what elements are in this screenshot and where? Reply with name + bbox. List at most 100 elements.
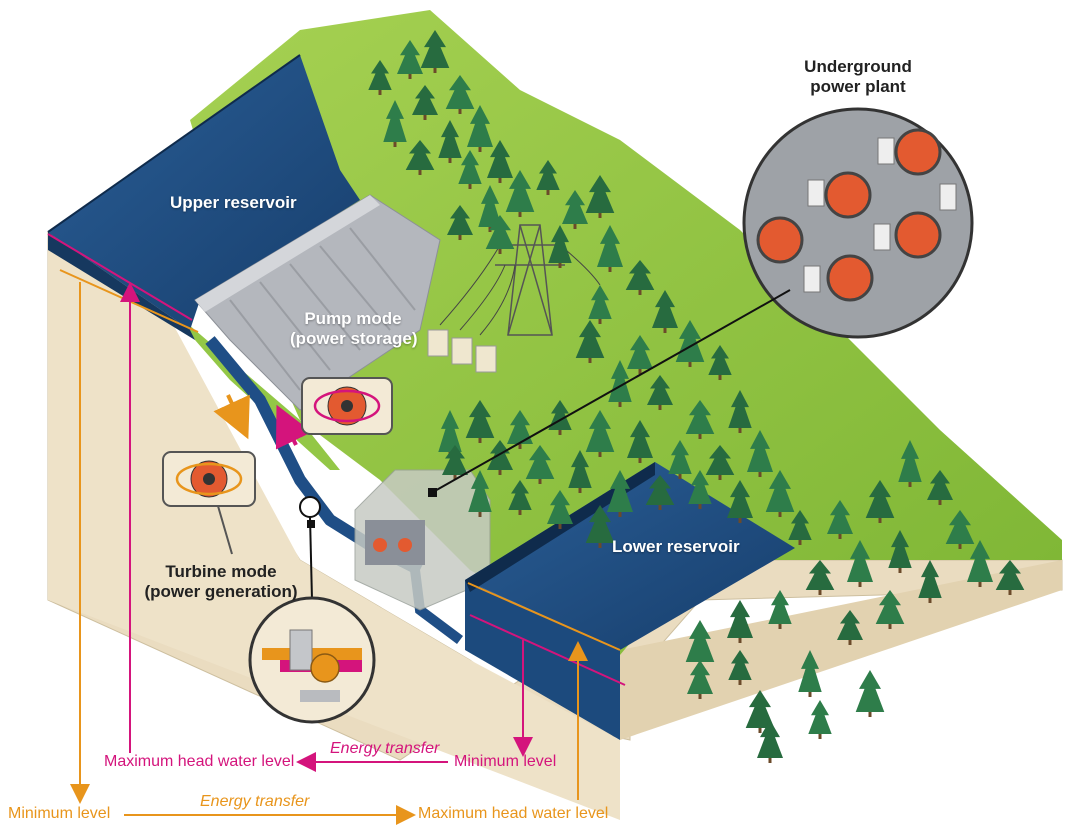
tree [468,470,492,512]
tree [397,40,423,74]
tree-trunk [546,190,550,195]
tree [420,30,450,68]
tree [945,510,975,544]
tree [757,720,783,758]
min-level-upper-label: Minimum level [8,805,111,822]
tree-trunk [478,438,482,443]
tree-trunk [608,267,612,272]
substation [427,329,497,373]
tree-trunk [718,375,722,380]
forest [368,30,1025,763]
tree-trunk [978,582,982,587]
underground-plant-label: Underground power plant [800,57,916,97]
tree-trunk [688,362,692,367]
tree [383,100,407,142]
tree [708,345,732,375]
tree [808,700,832,734]
tree-trunk [928,598,932,603]
turbine-mode-line1: Turbine mode [165,562,277,581]
lower-min-level-line [469,614,626,686]
tree-trunk [378,90,382,95]
tree [438,410,462,452]
tree-trunk [518,212,522,217]
tree [765,470,795,512]
tree [458,150,482,184]
tree-trunk [408,74,412,79]
tree [898,440,922,482]
tree [507,410,533,444]
tree [768,590,792,624]
tree-trunk [458,109,462,114]
tree [967,540,993,582]
tree [687,660,713,694]
tree [548,225,572,263]
tree-trunk [718,475,722,480]
tree-trunk [658,405,662,410]
tree [995,560,1025,590]
tree-trunk [808,692,812,697]
tree [652,290,678,328]
tree [447,205,473,235]
tree [728,650,752,680]
max-head-upper-label: Maximum head water level [104,753,295,770]
turbine-mode-line2: (power generation) [144,582,298,601]
tree [668,440,692,474]
upper-reservoir-water [48,55,360,330]
tree-trunk [888,624,892,629]
turbine-mode-inset [162,451,256,507]
tree [798,650,822,692]
tree [875,590,905,624]
tree-trunk [498,178,502,183]
turbine-inset-leader [217,505,233,555]
tree-trunk [848,640,852,645]
dam-body [194,194,441,411]
tree [685,400,715,434]
tree-trunk [393,142,397,147]
tree-trunk [433,68,437,73]
tree-trunk [698,694,702,699]
tree-trunk [558,430,562,435]
underground-line1: Underground [804,57,912,76]
tree [918,560,942,598]
tree [688,470,712,504]
tree-trunk [598,319,602,324]
tree [608,360,632,402]
tree [442,445,468,475]
tree [575,320,605,358]
tree [562,190,588,224]
lower-reservoir-label: Lower reservoir [612,537,740,556]
tree [547,490,573,524]
tree-trunk [638,290,642,295]
tree-trunk [658,505,662,510]
energy-transfer-pump-label: Energy transfer [330,740,440,757]
valve-magnifier [248,596,376,724]
valve-marker [299,496,321,518]
tree [478,185,502,227]
tree-trunk [448,158,452,163]
tree-trunk [423,115,427,120]
tree-trunk [498,249,502,254]
tree-trunk [678,474,682,479]
tree-trunk [468,184,472,189]
tree [888,530,912,568]
tree-trunk [858,582,862,587]
tree [405,140,435,170]
transmission-tower [495,224,565,336]
tree-trunk [578,488,582,493]
tree [727,480,753,518]
tree [927,470,953,500]
lower-reservoir-wall-left [465,580,620,740]
pump-mode-line1: Pump mode [304,309,402,328]
tree [585,505,615,543]
upper-reservoir-rim [47,54,301,233]
tree [627,420,653,458]
max-head-lower-label: Maximum head water level [418,805,609,822]
tree [685,620,715,662]
tree-trunk [868,712,872,717]
tree-trunk [768,758,772,763]
tree [865,480,895,518]
tree-trunk [778,624,782,629]
tree [438,120,462,158]
tree-trunk [453,475,457,480]
tree [705,445,735,475]
